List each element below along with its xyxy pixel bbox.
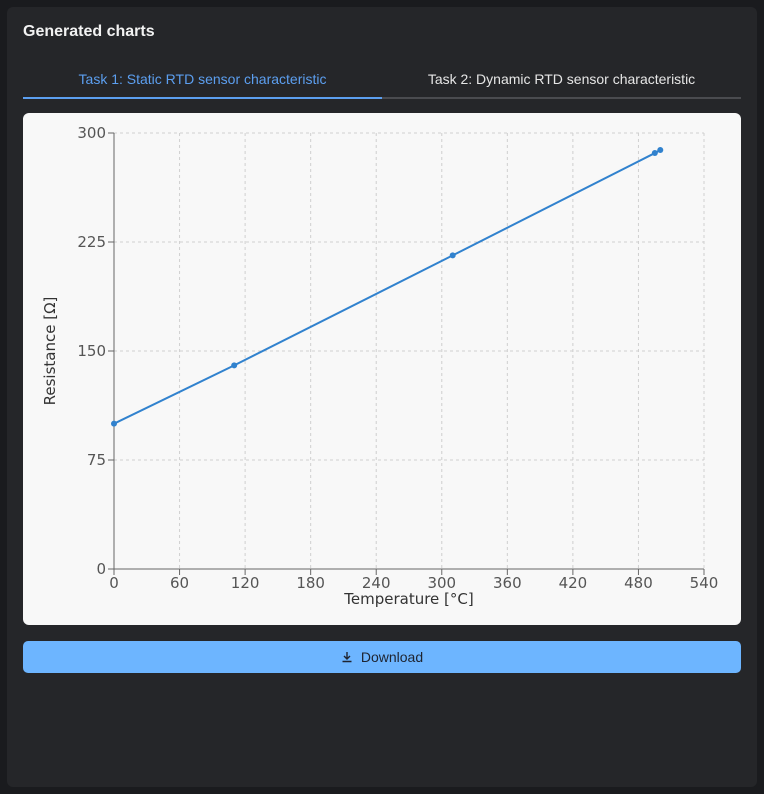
x-tick-label: 120 [231, 574, 260, 592]
x-tick-label: 480 [624, 574, 653, 592]
x-tick-label: 420 [559, 574, 588, 592]
y-tick-label: 75 [87, 451, 106, 469]
x-tick-label: 240 [362, 574, 391, 592]
y-tick-label: 225 [77, 233, 106, 251]
data-point [111, 420, 117, 427]
data-point [651, 150, 658, 157]
line-chart: 0 60 120 180 240 300 360 420 480 540075150225300T… [41, 124, 719, 608]
y-tick-label: 300 [77, 124, 106, 142]
tab-bar: Task 1: Static RTD sensor characteristic… [23, 61, 741, 99]
y-axis-title: Resistance [Ω] [41, 297, 59, 406]
x-tick-label: 300 [427, 574, 456, 592]
y-tick-label: 0 [96, 560, 106, 578]
x-tick-label: 540 [690, 574, 719, 592]
download-icon [342, 652, 352, 663]
download-button[interactable]: Download [23, 641, 741, 673]
data-point [231, 362, 238, 369]
x-tick-label: 60 [170, 574, 189, 592]
data-point [657, 147, 664, 154]
x-tick-label: 0 [109, 574, 119, 592]
x-tick-label: 180 [296, 574, 325, 592]
x-tick-label: 360 [493, 574, 522, 592]
panel-title: Generated charts [23, 23, 155, 40]
tab-task-1[interactable]: Task 1: Static RTD sensor characteristic [78, 71, 327, 87]
y-tick-label: 150 [77, 342, 106, 360]
x-axis-title: Temperature [°C] [343, 590, 473, 608]
data-point [449, 252, 456, 259]
charts-panel: Generated charts Task 1: Static RTD sens… [7, 7, 757, 787]
tab-task-2[interactable]: Task 2: Dynamic RTD sensor characteristi… [427, 71, 696, 87]
active-tab-indicator [23, 97, 382, 99]
series-line [113, 149, 661, 425]
chart-card: 0 60 120 180 240 300 360 420 480 540 0 75 150 225 300 T… [23, 113, 741, 625]
download-label: Download [360, 649, 424, 665]
